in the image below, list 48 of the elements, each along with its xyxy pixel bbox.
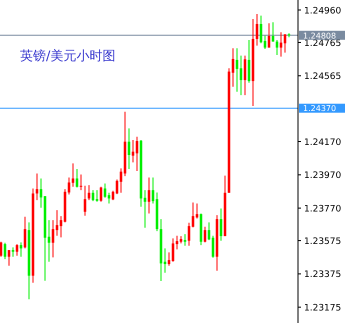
candlestick (108, 192, 110, 204)
candlestick (0, 241, 2, 258)
y-tick-label: 1.23175 (304, 303, 342, 314)
y-tick-label: 1.23575 (304, 236, 342, 247)
ref-line-label: 1.24808 (303, 31, 336, 40)
candlestick (244, 55, 246, 96)
ref-line-label: 1.24370 (303, 104, 336, 114)
candlestick (276, 39, 278, 56)
candlestick (24, 216, 26, 249)
y-tick-label: 1.24565 (304, 72, 342, 82)
candlestick (184, 234, 186, 246)
candlestick (80, 174, 82, 191)
candlestick (4, 242, 6, 260)
candlestick (132, 140, 134, 163)
candlestick (172, 238, 174, 262)
candlestick (20, 242, 22, 258)
candlestick (284, 34, 286, 54)
candlestick (84, 185, 86, 216)
candlestick (96, 190, 98, 202)
candlestick (88, 184, 90, 201)
candlestick (104, 182, 106, 198)
candlestick (136, 136, 138, 172)
candlestick (100, 186, 102, 202)
candlestick (148, 176, 150, 214)
y-tick-label: 1.23375 (304, 270, 342, 280)
y-tick-label: 1.24170 (304, 138, 342, 148)
candlestick (240, 55, 242, 96)
candlestick (204, 226, 206, 243)
candlestick (268, 22, 270, 48)
y-tick-label: 1.24960 (304, 6, 342, 16)
candlestick (220, 208, 222, 242)
candlestick (236, 48, 238, 92)
candlestick (36, 172, 38, 201)
candlestick (256, 13, 258, 46)
y-tick-label: 1.23970 (304, 171, 342, 182)
candlestick (76, 168, 78, 188)
text: 英镑/美元小时图 (20, 48, 116, 64)
candlestick (248, 39, 250, 84)
y-tick-label: 1.23770 (304, 204, 342, 214)
candlestick (52, 220, 54, 258)
candlestick (92, 190, 94, 202)
candlestick (128, 128, 130, 170)
candlestick (16, 244, 18, 256)
candlestick (280, 32, 282, 58)
candlestick (272, 22, 274, 42)
candlestick (8, 250, 10, 266)
candlestick (260, 15, 262, 44)
y-tick-label: 1.24765 (304, 38, 342, 49)
